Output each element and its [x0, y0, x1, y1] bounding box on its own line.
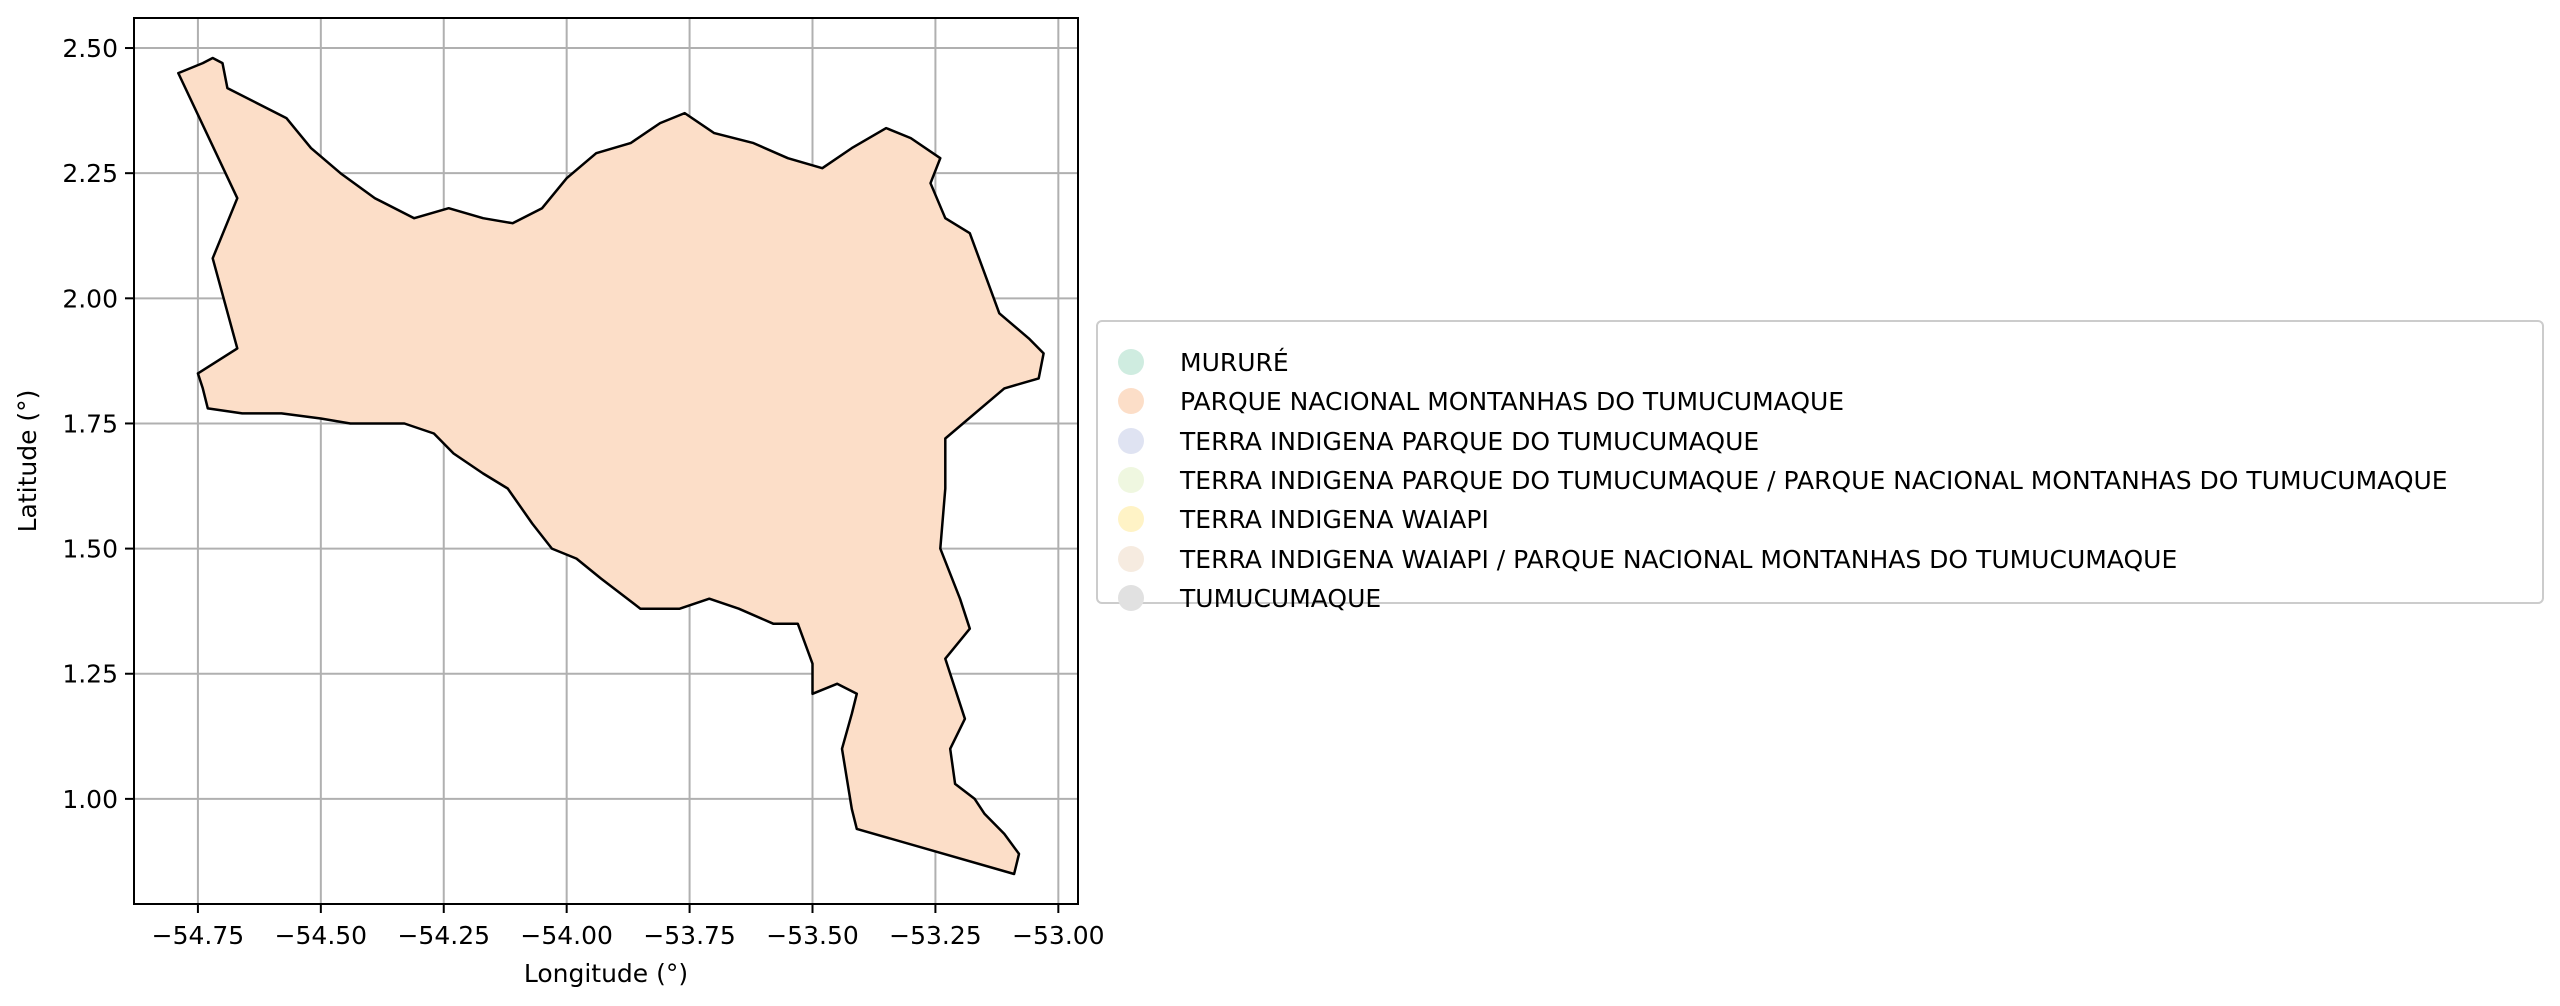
x-tick-labels: −54.75 −54.50 −54.25 −54.00 −53.75 −53.50 −53.… [152, 921, 1105, 950]
y-tick-label: 1.25 [62, 660, 118, 689]
legend-marker [1118, 545, 1144, 572]
legend-item: TERRA INDIGENA PARQUE DO TUMUCUMAQUE / P… [1098, 462, 2538, 498]
y-tick-label: 2.00 [62, 284, 118, 313]
x-tick-label: −54.75 [152, 921, 245, 950]
y-tick-label: 2.50 [62, 34, 118, 63]
y-axis-label: Latitude (°) [13, 390, 42, 533]
x-tick-label: −54.25 [397, 921, 490, 950]
legend-marker [1118, 349, 1144, 375]
legend-item: PARQUE NACIONAL MONTANHAS DO TUMUCUMAQUE [1098, 383, 2538, 419]
legend-label: TERRA INDIGENA PARQUE DO TUMUCUMAQUE [1180, 426, 1760, 456]
legend-marker [1118, 427, 1144, 454]
region-polygon [177, 56, 1045, 876]
legend-item: MURURÉ [1098, 344, 2538, 380]
legend-item: TERRA INDIGENA PARQUE DO TUMUCUMAQUE [1098, 423, 2538, 459]
x-tick-label: −54.00 [520, 921, 613, 950]
legend-label: TERRA INDIGENA PARQUE DO TUMUCUMAQUE / P… [1180, 465, 2448, 495]
legend-marker [1118, 388, 1144, 415]
legend-item: TERRA INDIGENA WAIAPI [1098, 501, 2538, 537]
legend-label: TERRA INDIGENA WAIAPI / PARQUE NACIONAL … [1180, 544, 2178, 574]
x-tick-label: −53.50 [766, 921, 859, 950]
legend-item: TUMUCUMAQUE [1098, 580, 2538, 616]
x-tick-label: −53.75 [643, 921, 736, 950]
legend: MURURÉ PARQUE NACIONAL MONTANHAS DO TUMUC… [1096, 320, 2544, 613]
x-tick-label: −53.00 [1012, 921, 1105, 950]
y-tick-labels: 1.00 1.25 1.50 1.75 2.00 2.25 2.50 [62, 34, 118, 814]
y-tick-label: 1.75 [62, 409, 118, 438]
legend-marker [1118, 584, 1144, 611]
y-tick-label: 1.50 [62, 535, 118, 564]
y-tick-label: 1.00 [62, 785, 118, 814]
legend-marker [1118, 506, 1144, 533]
x-tick-label: −54.50 [275, 921, 368, 950]
legend-label: TERRA INDIGENA WAIAPI [1180, 505, 1489, 535]
y-tick-label: 2.25 [62, 159, 118, 188]
legend-label: TUMUCUMAQUE [1180, 583, 1382, 613]
legend-label: PARQUE NACIONAL MONTANHAS DO TUMUCUMAQUE [1180, 387, 1845, 417]
x-axis-label: Longitude (°) [524, 959, 688, 988]
legend-label: MURURÉ [1180, 348, 1289, 377]
x-tick-label: −53.25 [889, 921, 982, 950]
plot-frame [133, 17, 1079, 905]
axis-ticks [125, 47, 1060, 913]
legend-item: TERRA INDIGENA WAIAPI / PARQUE NACIONAL … [1098, 541, 2538, 577]
legend-marker [1118, 466, 1144, 493]
